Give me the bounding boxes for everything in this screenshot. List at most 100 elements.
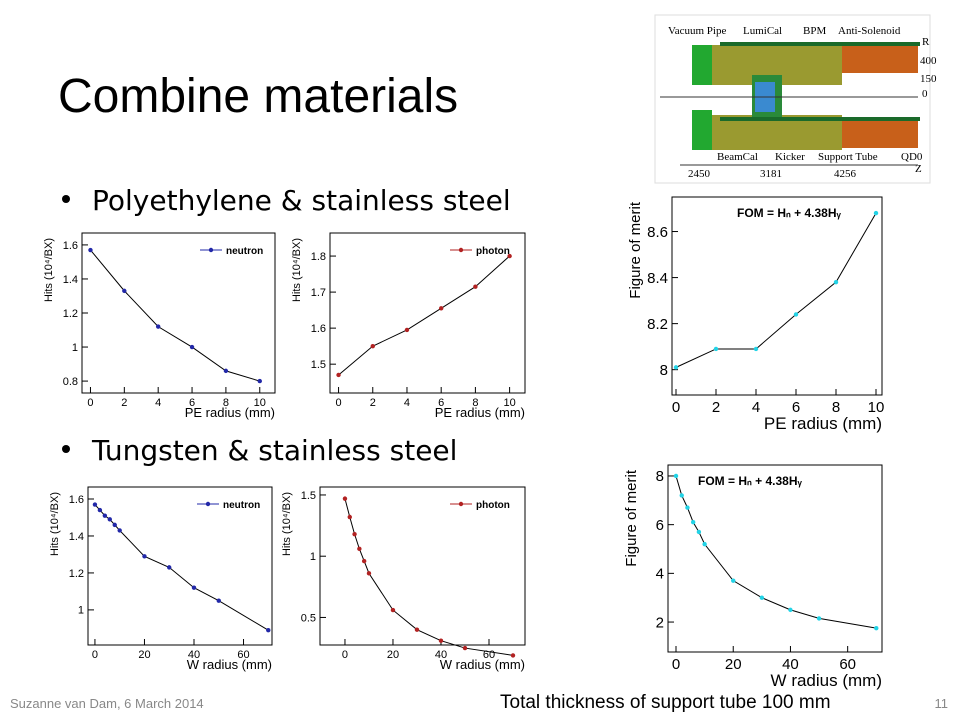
data-point — [223, 368, 229, 374]
x-tick-label: 0 — [342, 649, 348, 661]
data-point — [167, 565, 172, 570]
y-axis-label: Hits (10⁴/BX) — [291, 238, 303, 302]
data-point — [438, 638, 444, 643]
x-tick-label: 10 — [503, 397, 515, 409]
y-tick-label: 1.4 — [63, 274, 78, 286]
data-line — [338, 255, 510, 376]
y-tick-label: 1.4 — [69, 531, 84, 543]
x-axis-label: W radius (mm) — [187, 657, 272, 672]
x-tick-label: 0 — [335, 397, 341, 409]
diagram-block — [720, 117, 920, 121]
legend-label: photon — [476, 500, 510, 511]
y-tick-label: 1.6 — [311, 323, 326, 335]
y-tick-label: 1 — [78, 605, 84, 617]
x-tick-label: 4 — [752, 399, 760, 416]
diagram-label: Anti-Solenoid — [838, 25, 901, 37]
x-tick-label: 4 — [404, 397, 410, 409]
detector-diagram: Vacuum Pipe LumiCal BPM Anti-Solenoid Be… — [654, 14, 937, 184]
y-tick-label: 1.2 — [63, 308, 78, 320]
bullet: Polyethylene & stainless steel — [92, 184, 511, 217]
y-tick-label: 8.2 — [647, 316, 668, 333]
y-tick-label: 0.5 — [301, 612, 316, 624]
data-point — [352, 531, 357, 537]
data-point — [266, 628, 271, 633]
data-point — [102, 513, 108, 518]
z-axis-label: Z — [915, 163, 922, 175]
x-tick-label: 0 — [672, 399, 680, 416]
data-point — [788, 607, 793, 613]
data-point — [673, 365, 679, 370]
data-point — [88, 247, 93, 253]
data-point — [438, 306, 444, 311]
x-tick-label: 40 — [435, 649, 447, 661]
data-point — [696, 529, 702, 535]
legend-label: neutron — [226, 246, 263, 257]
x-tick-label: 6 — [438, 397, 444, 409]
y-tick-label: 1.5 — [301, 490, 316, 502]
diagram-block — [842, 120, 918, 148]
footer-author: Suzanne van Dam, 6 March 2014 — [10, 696, 204, 711]
data-point — [510, 653, 516, 658]
annotation: FOM = Hₙ + 4.38Hᵧ — [737, 206, 841, 220]
y-tick-label: 8 — [656, 468, 664, 485]
x-axis-label: PE radius (mm) — [185, 405, 275, 420]
x-axis-label: W radius (mm) — [771, 671, 882, 690]
chart: 0 20 40 60 1 1.2 1.4 1.6 W radius (mm) Hits (10⁴/… — [49, 486, 273, 672]
y-tick-label: 8.6 — [647, 224, 668, 241]
data-point — [702, 541, 707, 547]
data-point — [107, 517, 112, 522]
x-tick-label: 6 — [792, 399, 800, 416]
data-point — [414, 627, 420, 632]
data-point — [112, 522, 117, 528]
y-tick-label: 1 — [310, 551, 316, 563]
data-point — [142, 554, 147, 559]
legend-marker — [208, 247, 214, 253]
r-axis-label: R — [922, 36, 930, 48]
chart: 0 2 4 6 8 10 0.8 1 1.2 1.4 1.6 PE radius (mm) Hits (… — [43, 232, 276, 420]
y-tick-label: 1.5 — [311, 359, 326, 371]
x-axis-label: PE radius (mm) — [435, 405, 525, 420]
chart: 0 2 4 6 8 10 8 8.2 8.4 8.6 PE radius (mm) Figure of… — [627, 196, 884, 433]
y-tick-label: 0.8 — [63, 376, 78, 388]
data-point — [366, 571, 372, 576]
x-tick-label: 4 — [155, 397, 161, 409]
data-point — [816, 616, 822, 621]
diagram-block — [692, 45, 712, 85]
data-point — [679, 493, 684, 498]
r-tick: 0 — [922, 88, 928, 100]
x-tick-label: 2 — [370, 397, 376, 409]
data-point — [257, 378, 262, 384]
data-point — [507, 253, 512, 259]
data-point — [347, 514, 352, 520]
data-point — [122, 288, 127, 294]
x-tick-label: 60 — [237, 649, 249, 661]
plot-frame — [329, 232, 526, 394]
y-tick-label: 1.2 — [69, 568, 84, 580]
data-line — [90, 249, 260, 382]
plot-frame — [667, 464, 883, 653]
diagram-label: QD0 — [901, 151, 923, 163]
y-axis-label: Hits (10⁴/BX) — [43, 238, 55, 302]
y-axis-label: Hits (10⁴/BX) — [281, 492, 293, 556]
data-point — [189, 344, 195, 350]
z-tick: 2450 — [688, 168, 711, 180]
legend-marker — [205, 501, 211, 507]
x-tick-label: 8 — [223, 397, 229, 409]
y-axis-label: Figure of merit — [623, 469, 640, 567]
x-tick-label: 8 — [832, 399, 840, 416]
data-point — [342, 496, 348, 501]
data-point — [793, 312, 799, 317]
data-point — [462, 645, 468, 651]
legend-marker — [458, 247, 464, 253]
data-point — [753, 346, 759, 352]
bullet-dot — [62, 195, 70, 203]
slide-title: Combine materials — [58, 70, 458, 123]
diagram-label: Support Tube — [818, 151, 878, 163]
x-tick-label: 20 — [725, 656, 742, 673]
x-tick-label: 0 — [92, 649, 98, 661]
chart: 0 20 40 600.511.5W radius (mm)Hits (10⁴/BX)… — [281, 486, 526, 672]
data-point — [370, 343, 375, 349]
data-point — [685, 505, 690, 510]
data-point — [731, 578, 736, 583]
data-point — [873, 210, 879, 216]
